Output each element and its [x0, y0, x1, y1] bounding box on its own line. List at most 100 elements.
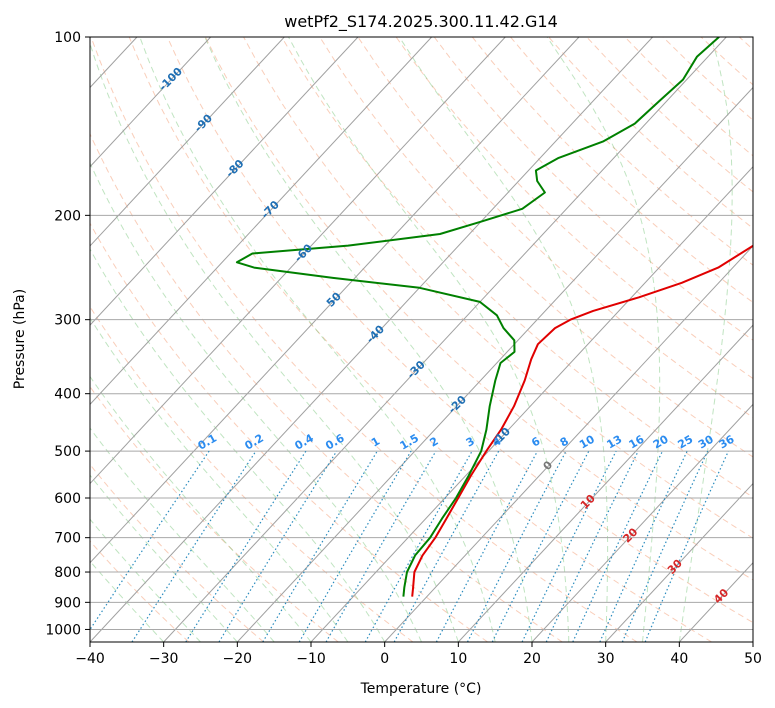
x-axis-title: Temperature (°C) — [360, 681, 482, 697]
isotherm-line — [90, 37, 506, 485]
isotherm-line — [90, 37, 433, 406]
y-tick-label: 600 — [54, 491, 81, 507]
mixing-ratio-label: 0.2 — [242, 432, 265, 453]
isotherm-line — [310, 165, 753, 642]
y-tick-label: 700 — [54, 531, 81, 547]
mixing-ratio-line — [572, 450, 664, 642]
mixing-ratio-label: 13 — [604, 433, 624, 452]
x-tick-label: −30 — [149, 651, 179, 667]
dry-adiabat — [90, 132, 563, 642]
x-tick-label: 50 — [744, 651, 762, 667]
mixing-ratio-label: 16 — [627, 432, 647, 451]
isotherm-line — [457, 324, 753, 642]
mixing-ratio-label: 0.4 — [292, 431, 316, 452]
y-tick-label: 800 — [54, 565, 81, 581]
dry-adiabat — [90, 540, 190, 642]
moist-adiabat — [90, 427, 275, 642]
y-tick-label: 300 — [54, 313, 81, 329]
x-tick-label: −40 — [75, 651, 105, 667]
y-tick-label: 200 — [54, 208, 81, 224]
dry-adiabat — [281, 37, 753, 498]
dry-adiabat — [700, 37, 753, 86]
mixing-ratio-line — [435, 450, 539, 642]
dry-adiabat — [738, 37, 753, 51]
mixing-ratio-line — [393, 450, 500, 642]
temperature-line — [411, 244, 753, 597]
mixing-ratio-label: 3 — [464, 435, 477, 450]
dry-adiabat — [357, 37, 753, 418]
mixing-ratio-line — [621, 450, 709, 642]
dry-adiabat — [662, 37, 753, 121]
mixing-ratio-label: 0.1 — [196, 432, 219, 453]
dry-adiabat — [90, 222, 488, 642]
mixing-ratio-line — [218, 450, 338, 642]
mixing-ratio-line — [364, 450, 473, 642]
moist-adiabat — [678, 37, 733, 642]
mixing-ratio-line — [521, 450, 617, 642]
y-tick-label: 900 — [54, 595, 81, 611]
mixing-ratio-line — [599, 450, 688, 642]
mixing-ratio-line — [185, 450, 307, 642]
mixing-ratio-label: 1 — [369, 435, 382, 450]
line-labels: 0.1 0.2 0.4 0.6 1 1.5 2 3 4 6 8 10 13 16 20 25 30 36-100-… — [156, 65, 737, 607]
y-axis-title: Pressure (hPa) — [12, 289, 28, 389]
isotherm-line — [163, 37, 727, 642]
moist-adiabat — [398, 37, 609, 642]
x-tick-label: 40 — [670, 651, 688, 667]
mixing-ratio-label: 30 — [696, 432, 716, 451]
isotherm-line — [90, 37, 654, 642]
moist-adiabat — [90, 42, 459, 642]
moist-adiabat — [90, 248, 386, 642]
moist-adiabat — [90, 375, 312, 642]
isotherm-line — [90, 37, 285, 247]
mixing-ratio-label: 2 — [428, 435, 441, 450]
isotherm-line — [605, 482, 753, 642]
isotherm-line — [384, 245, 753, 642]
moist-adiabat — [139, 37, 496, 642]
sounding-series — [235, 37, 753, 597]
dry-adiabat — [319, 37, 753, 458]
mixing-ratio-label: 25 — [676, 433, 696, 452]
dry-adiabat — [90, 37, 638, 642]
isotherm-line — [90, 37, 212, 168]
dry-adiabat — [90, 463, 264, 642]
mixing-ratio-line — [491, 450, 590, 642]
moist-adiabat — [204, 37, 533, 642]
dry-adiabat — [471, 37, 753, 304]
isotherm-line — [531, 403, 753, 642]
isotherm-line — [0, 37, 63, 642]
isotherm-line — [90, 37, 580, 564]
mixing-ratio-label: 1.5 — [398, 432, 421, 453]
x-tick-label: 0 — [380, 651, 389, 667]
y-tick-label: 500 — [54, 444, 81, 460]
dry-adiabat — [510, 37, 753, 266]
moist-adiabat — [288, 37, 570, 642]
x-tick-label: 20 — [523, 651, 541, 667]
isotherm-line — [236, 86, 753, 642]
mixing-ratio-line — [298, 450, 412, 642]
x-tick-label: −20 — [223, 651, 253, 667]
axes: −40 −30 −20 −10 0 10 20 30 40 5010020030040050060… — [45, 30, 762, 667]
mixing-ratio-line — [131, 450, 257, 642]
mixing-ratio-line — [90, 450, 210, 631]
mixing-ratio-label: 20 — [651, 432, 671, 451]
y-tick-label: 400 — [54, 387, 81, 403]
moist-adiabat — [90, 317, 349, 642]
dewpoint-line — [235, 37, 720, 597]
mixing-ratio-label: 8 — [558, 435, 571, 450]
mixing-ratio-label: 6 — [529, 434, 542, 449]
isotherm-line — [752, 641, 753, 642]
dry-adiabat — [243, 37, 753, 539]
dry-adiabat — [395, 37, 753, 380]
dry-adiabat — [433, 37, 753, 341]
mixing-ratio-line — [644, 450, 729, 642]
x-tick-label: −10 — [296, 651, 326, 667]
dry-adiabat — [128, 37, 712, 642]
y-tick-label: 100 — [54, 30, 81, 46]
x-tick-label: 10 — [449, 651, 467, 667]
y-tick-label: 1000 — [45, 622, 81, 638]
chart-title: wetPf2_S174.2025.300.11.42.G14 — [284, 12, 558, 32]
mixing-ratio-line — [262, 450, 378, 642]
dry-adiabat — [90, 385, 339, 642]
